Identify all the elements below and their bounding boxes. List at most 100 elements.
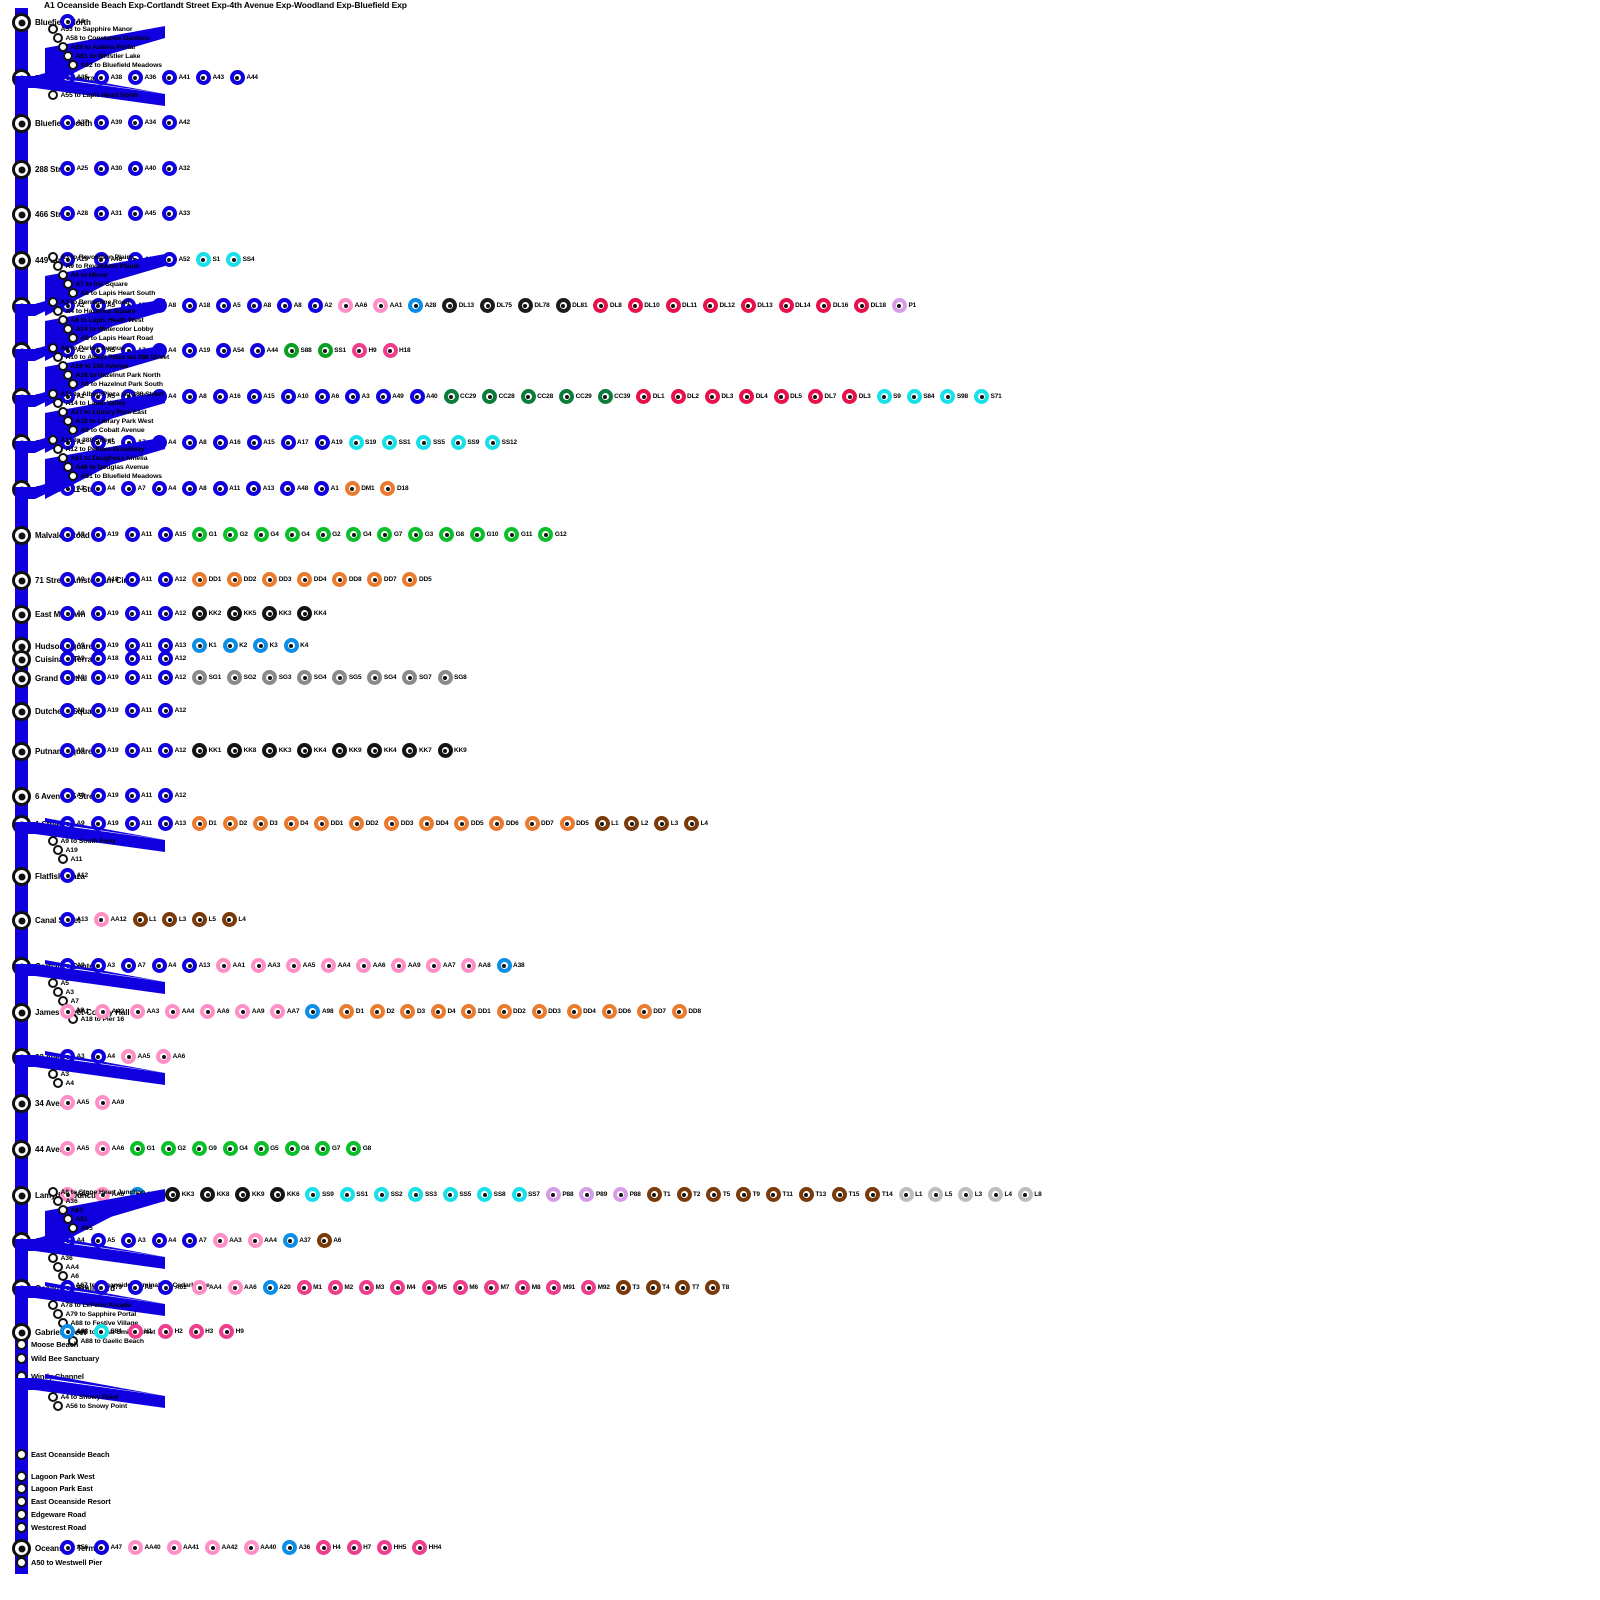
line-badge-DL7[interactable]: DL7: [807, 389, 836, 404]
line-badge-K1[interactable]: K1: [192, 638, 217, 653]
line-badge-S19[interactable]: S19: [348, 435, 376, 450]
line-badge-A32[interactable]: A32: [161, 161, 190, 176]
line-badge-G1[interactable]: G1: [192, 527, 217, 542]
branch-destination[interactable]: A17 to Library Park East: [58, 407, 147, 417]
station-lagoon-park-west[interactable]: Lagoon Park West: [0, 1471, 95, 1482]
line-badge-DL14[interactable]: DL14: [778, 298, 811, 313]
branch-destination[interactable]: A6 to Lapis Heath West: [58, 315, 144, 325]
branch-destination[interactable]: A51 to Daughess Amelia: [58, 453, 147, 463]
branch-destination[interactable]: AA4: [53, 1262, 79, 1272]
line-badge-D3[interactable]: D3: [400, 1004, 425, 1019]
line-badge-A30[interactable]: A30: [93, 161, 122, 176]
line-badge-DD3[interactable]: DD3: [384, 816, 414, 831]
branch-destination[interactable]: A7 to Iris Square: [63, 279, 128, 289]
branch-destination[interactable]: A11 to Albert Plaza via 388 Street: [48, 389, 164, 399]
line-badge-DL4[interactable]: DL4: [739, 389, 768, 404]
line-badge-A49[interactable]: A49: [375, 389, 404, 404]
line-badge-KK1[interactable]: KK1: [192, 743, 221, 758]
line-badge-SG4[interactable]: SG4: [297, 670, 327, 685]
line-badge-P88[interactable]: P88: [545, 1187, 574, 1202]
line-badge-T14[interactable]: T14: [865, 1187, 893, 1202]
line-badge-DL12[interactable]: DL12: [702, 298, 735, 313]
line-badge-KK7[interactable]: KK7: [402, 743, 432, 758]
line-badge-A8[interactable]: A8: [127, 1280, 153, 1295]
line-badge-DD3[interactable]: DD3: [531, 1004, 561, 1019]
line-badge-D2[interactable]: D2: [369, 1004, 395, 1019]
line-badge-A16[interactable]: A16: [212, 435, 241, 450]
line-badge-KK9[interactable]: KK9: [235, 1187, 265, 1202]
line-badge-D4[interactable]: D4: [430, 1004, 456, 1019]
line-badge-A12[interactable]: A12: [158, 606, 186, 621]
line-badge-A11[interactable]: A11: [124, 703, 152, 718]
line-badge-KK4[interactable]: KK4: [367, 743, 397, 758]
line-badge-G2[interactable]: G2: [161, 1141, 186, 1156]
line-badge-KK3[interactable]: KK3: [262, 743, 291, 758]
line-badge-A15[interactable]: A15: [158, 527, 186, 542]
line-badge-SG2[interactable]: SG2: [227, 670, 256, 685]
line-badge-A19[interactable]: A19: [90, 606, 119, 621]
line-badge-DM1[interactable]: DM1: [344, 481, 375, 496]
line-badge-A28[interactable]: A28: [408, 298, 436, 313]
station-a50-to-westwell-pier[interactable]: A50 to Westwell Pier: [0, 1557, 102, 1568]
branch-destination[interactable]: A4 to Snowy Point: [48, 1392, 119, 1402]
line-badge-A4[interactable]: A4: [151, 958, 176, 973]
line-badge-AA40[interactable]: AA40: [243, 1540, 276, 1555]
line-badge-A5[interactable]: A5: [90, 435, 115, 450]
line-badge-M91[interactable]: M91: [546, 1280, 575, 1295]
station-james-street-county-hall[interactable]: James Street-County Hall: [0, 1003, 130, 1022]
line-badge-L5[interactable]: L5: [192, 912, 216, 927]
line-badge-A9[interactable]: A9: [60, 572, 85, 587]
line-badge-A7[interactable]: A7: [121, 958, 146, 973]
line-badge-G3[interactable]: G3: [408, 527, 433, 542]
line-badge-A19[interactable]: A19: [90, 743, 119, 758]
line-badge-T5[interactable]: T5: [706, 1187, 730, 1202]
line-badge-A37[interactable]: A37: [282, 1233, 311, 1248]
station-lagoon-park-east[interactable]: Lagoon Park East: [0, 1483, 93, 1494]
line-badge-G4[interactable]: G4: [284, 527, 310, 542]
line-badge-AA42[interactable]: AA42: [205, 1540, 238, 1555]
line-badge-SS1[interactable]: SS1: [339, 1187, 368, 1202]
branch-destination[interactable]: A3 to Revolution Plains: [48, 252, 134, 262]
line-badge-SS5[interactable]: SS5: [416, 435, 445, 450]
station-moose-beach[interactable]: Moose Beach: [0, 1339, 78, 1350]
line-badge-A12[interactable]: A12: [158, 651, 186, 666]
line-badge-A98[interactable]: A98: [305, 1004, 334, 1019]
line-badge-L3[interactable]: L3: [654, 816, 678, 831]
line-badge-A16[interactable]: A16: [212, 389, 241, 404]
line-badge-HH5[interactable]: HH5: [377, 1540, 406, 1555]
line-badge-A12[interactable]: A12: [158, 670, 186, 685]
line-badge-KK4[interactable]: KK4: [297, 606, 327, 621]
line-badge-A6[interactable]: A6: [314, 389, 339, 404]
line-badge-DD2[interactable]: DD2: [227, 572, 256, 587]
line-badge-A11[interactable]: A11: [124, 606, 152, 621]
line-badge-AA7[interactable]: AA7: [270, 1004, 300, 1019]
line-badge-G10[interactable]: G10: [469, 527, 498, 542]
line-badge-A11[interactable]: A11: [124, 743, 152, 758]
line-badge-H4[interactable]: H4: [316, 1540, 341, 1555]
line-badge-SS1[interactable]: SS1: [317, 343, 346, 358]
line-badge-K4[interactable]: K4: [283, 638, 308, 653]
line-badge-T11[interactable]: T11: [765, 1187, 793, 1202]
line-badge-DD4[interactable]: DD4: [419, 816, 449, 831]
line-badge-A34[interactable]: A34: [127, 115, 156, 130]
line-badge-DD1[interactable]: DD1: [192, 572, 221, 587]
line-badge-DL18[interactable]: DL18: [854, 298, 886, 313]
line-badge-A4[interactable]: A4: [90, 481, 115, 496]
line-badge-T9[interactable]: T9: [736, 1187, 760, 1202]
branch-destination[interactable]: A9 to Cobalt Avenue: [68, 425, 145, 435]
line-badge-DD4[interactable]: DD4: [566, 1004, 596, 1019]
branch-destination[interactable]: A79 to Sapphire Portal: [53, 1309, 136, 1319]
line-badge-A18[interactable]: A18: [90, 651, 119, 666]
line-badge-H18[interactable]: H18: [382, 343, 411, 358]
line-badge-G8[interactable]: G8: [346, 1141, 371, 1156]
branch-destination[interactable]: A48 to Douglas Avenue: [63, 462, 149, 472]
branch-destination[interactable]: A16 to Hazelnut Park North: [63, 370, 161, 380]
line-badge-M1[interactable]: M1: [296, 1280, 322, 1295]
line-badge-DL8[interactable]: DL8: [593, 298, 622, 313]
branch-destination[interactable]: A19 to 130 Avenue: [58, 361, 129, 371]
line-badge-A36[interactable]: A36: [282, 1540, 310, 1555]
line-badge-A11[interactable]: A11: [124, 816, 152, 831]
line-badge-M5[interactable]: M5: [421, 1280, 447, 1295]
line-badge-AA4[interactable]: AA4: [321, 958, 350, 973]
line-badge-L1[interactable]: L1: [132, 912, 156, 927]
